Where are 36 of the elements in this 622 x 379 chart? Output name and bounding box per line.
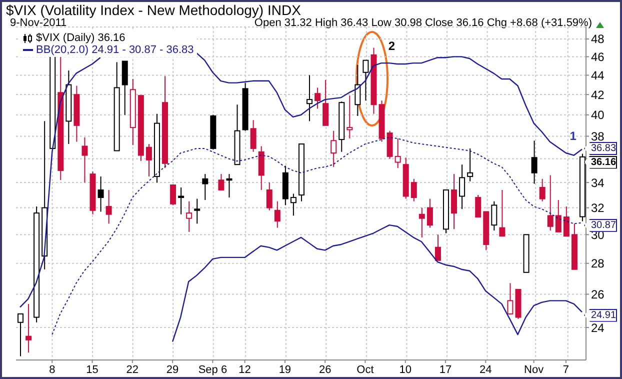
y-tick-label: 26 [591, 287, 605, 302]
annotation: 1 [570, 128, 576, 143]
annotation: Open 31.32 High 36.43 Low 30.98 Close 36.16 Chg +8.68 (+31.59%) [254, 17, 592, 29]
y-tick-label: 42 [591, 88, 605, 102]
text: 36.83 [584, 142, 618, 155]
chart-subtitle: 9-Nov-2011 [10, 17, 67, 29]
x-tick-label: 24 [480, 364, 492, 376]
x-tick-label: Nov [524, 364, 544, 376]
y-tick-label: 40 [591, 108, 605, 122]
legend-label: BB(20,2.0) 24.91 - 30.87 - 36.83 [36, 44, 194, 56]
text: 30.87 [584, 218, 618, 232]
y-tick-label: 34 [591, 176, 605, 190]
text: 36.16 [584, 156, 618, 169]
y-tick-label: 28 [591, 256, 605, 271]
x-tick-label: 17 [439, 364, 452, 376]
x-tick-label: Oct [356, 364, 374, 376]
x-tick-label: 12 [238, 364, 251, 376]
y-tick-label: 48 [591, 32, 605, 46]
x-tick-label: 19 [278, 364, 292, 376]
y-tick-label: 46 [591, 50, 605, 64]
legend-label: $VIX (Daily) 36.16 [36, 32, 126, 44]
y-tick-label: 44 [591, 68, 605, 82]
x-tick-label: 26 [318, 364, 332, 376]
x-tick-label: 15 [86, 364, 98, 376]
x-tick-label: 10 [399, 364, 412, 376]
x-tick-label: 7 [562, 364, 569, 376]
x-tick-label: 22 [126, 364, 139, 376]
y-tick-label: 24 [591, 320, 605, 335]
annotation: 2 [388, 39, 396, 54]
y-tick-label: 38 [591, 129, 605, 144]
y-tick-label: 32 [591, 201, 605, 216]
x-tick-label: 29 [166, 364, 179, 376]
x-tick-label: Sep 6 [198, 364, 228, 376]
text: 24.91 [584, 308, 618, 322]
x-tick-label: 8 [49, 364, 56, 376]
chart-title: $VIX (Volatility Index - New Methodology) INDX [6, 2, 301, 18]
